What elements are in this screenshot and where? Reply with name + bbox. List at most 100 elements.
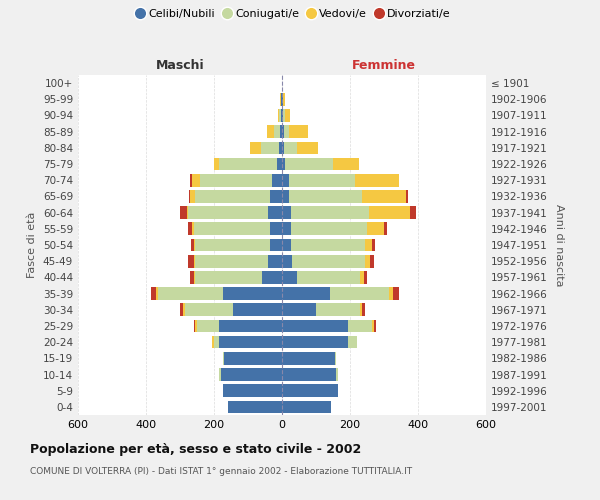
Bar: [282, 190, 289, 202]
Bar: [227, 400, 282, 413]
Bar: [282, 384, 338, 397]
Bar: [219, 368, 221, 381]
Bar: [369, 206, 410, 219]
Bar: [268, 206, 282, 219]
Bar: [282, 255, 292, 268]
Bar: [194, 271, 196, 283]
Bar: [298, 271, 360, 283]
Bar: [188, 255, 194, 268]
Bar: [188, 222, 192, 235]
Bar: [406, 190, 408, 202]
Bar: [337, 368, 338, 381]
Bar: [281, 109, 282, 122]
Bar: [279, 109, 281, 122]
Bar: [191, 238, 194, 252]
Bar: [180, 206, 187, 219]
Bar: [277, 158, 282, 170]
Bar: [355, 174, 400, 186]
Bar: [365, 238, 372, 252]
Bar: [192, 222, 194, 235]
Bar: [282, 126, 284, 138]
Bar: [335, 352, 337, 364]
Bar: [372, 320, 374, 332]
Bar: [282, 304, 316, 316]
Bar: [224, 352, 282, 364]
Bar: [282, 174, 289, 186]
Bar: [349, 320, 372, 332]
Bar: [282, 368, 337, 381]
Bar: [389, 288, 392, 300]
Bar: [282, 238, 290, 252]
Bar: [349, 336, 357, 348]
Bar: [267, 126, 274, 138]
Bar: [367, 222, 384, 235]
Bar: [196, 271, 262, 283]
Bar: [184, 304, 185, 316]
Bar: [194, 238, 196, 252]
Bar: [282, 352, 335, 364]
Bar: [190, 174, 192, 186]
Bar: [260, 142, 279, 154]
Bar: [370, 255, 374, 268]
Bar: [219, 320, 282, 332]
Bar: [282, 271, 298, 283]
Bar: [194, 222, 270, 235]
Bar: [250, 142, 260, 154]
Bar: [392, 288, 400, 300]
Bar: [372, 238, 375, 252]
Bar: [282, 206, 290, 219]
Bar: [262, 271, 282, 283]
Bar: [192, 174, 200, 186]
Bar: [286, 158, 333, 170]
Bar: [282, 336, 349, 348]
Bar: [188, 206, 268, 219]
Bar: [282, 93, 283, 106]
Bar: [282, 158, 286, 170]
Bar: [223, 352, 224, 364]
Bar: [278, 109, 279, 122]
Bar: [281, 93, 282, 106]
Text: Maschi: Maschi: [155, 60, 205, 72]
Bar: [233, 304, 282, 316]
Bar: [290, 206, 369, 219]
Bar: [219, 336, 282, 348]
Bar: [223, 384, 282, 397]
Bar: [219, 158, 277, 170]
Bar: [316, 304, 360, 316]
Bar: [270, 190, 282, 202]
Bar: [158, 288, 223, 300]
Bar: [283, 93, 285, 106]
Bar: [196, 190, 270, 202]
Bar: [196, 320, 197, 332]
Bar: [365, 255, 370, 268]
Bar: [280, 126, 282, 138]
Bar: [194, 320, 196, 332]
Bar: [214, 158, 219, 170]
Bar: [289, 126, 308, 138]
Bar: [194, 255, 196, 268]
Bar: [221, 368, 282, 381]
Bar: [268, 255, 282, 268]
Bar: [197, 320, 219, 332]
Bar: [298, 142, 318, 154]
Bar: [190, 271, 194, 283]
Bar: [187, 206, 188, 219]
Bar: [284, 142, 298, 154]
Bar: [290, 222, 367, 235]
Bar: [329, 288, 389, 300]
Bar: [156, 288, 158, 300]
Bar: [272, 174, 282, 186]
Bar: [282, 320, 349, 332]
Bar: [384, 222, 388, 235]
Y-axis label: Fasce di età: Fasce di età: [28, 212, 37, 278]
Bar: [290, 238, 365, 252]
Bar: [280, 93, 281, 106]
Legend: Celibi/Nubili, Coniugati/e, Vedovi/e, Divorziati/e: Celibi/Nubili, Coniugati/e, Vedovi/e, Di…: [134, 6, 454, 22]
Bar: [282, 109, 283, 122]
Bar: [185, 304, 233, 316]
Bar: [190, 190, 196, 202]
Bar: [223, 288, 282, 300]
Bar: [282, 288, 329, 300]
Bar: [270, 222, 282, 235]
Bar: [214, 336, 219, 348]
